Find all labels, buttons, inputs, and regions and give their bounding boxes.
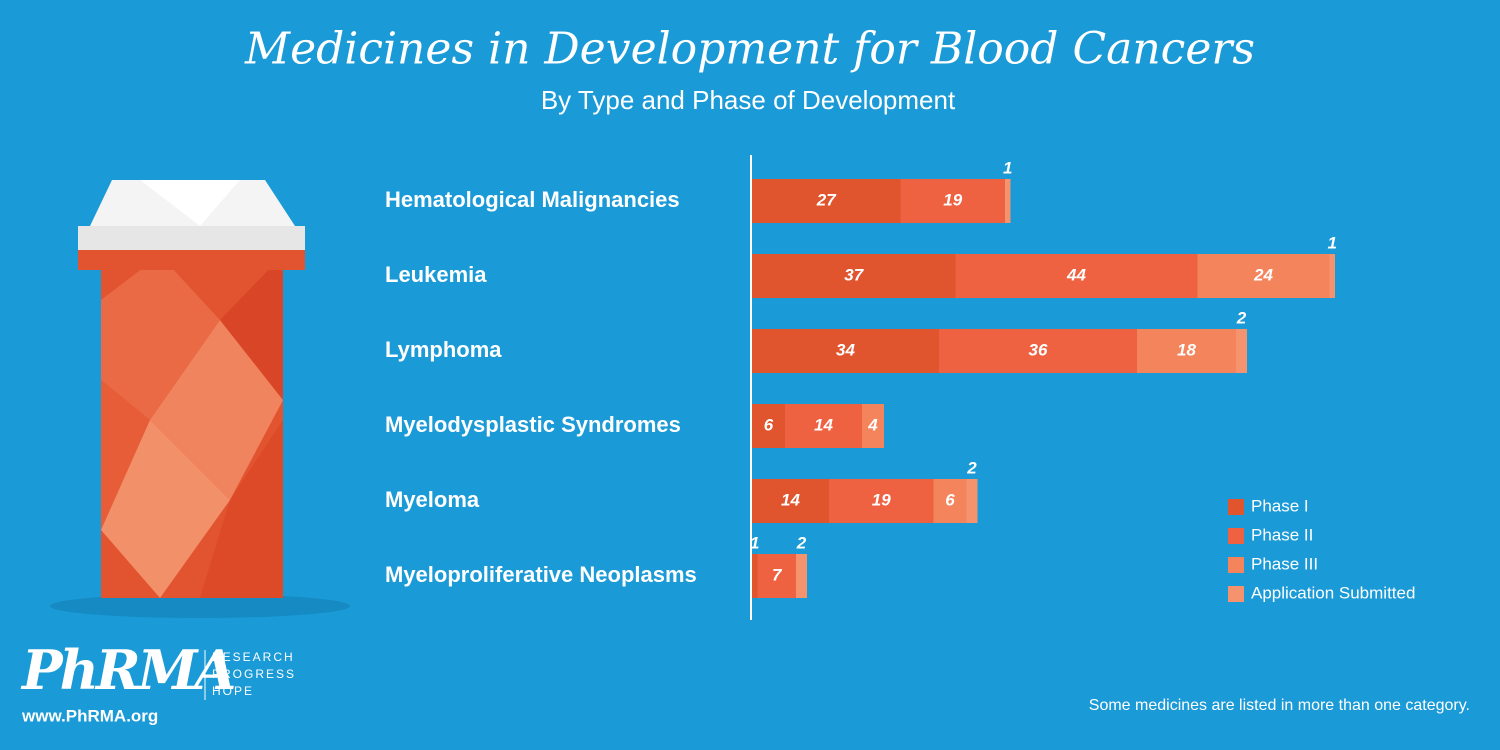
value-label: 37	[844, 265, 864, 284]
value-label: 6	[764, 415, 774, 434]
bar-segment	[785, 404, 862, 448]
bar-segment	[752, 179, 901, 223]
category-label: Hematological Malignancies	[385, 187, 680, 212]
logo-tagline: HOPE	[212, 684, 254, 698]
value-label: 4	[867, 415, 878, 434]
bar-segment	[752, 254, 956, 298]
value-label: 7	[772, 565, 783, 584]
value-label: 2	[966, 458, 977, 477]
value-label: 27	[816, 190, 837, 209]
bar-segment	[752, 329, 939, 373]
logo-url: www.PhRMA.org	[21, 706, 158, 725]
value-label: 14	[781, 490, 800, 509]
value-label: 6	[945, 490, 955, 509]
value-label: 1	[1003, 158, 1012, 177]
value-label: 44	[1066, 265, 1086, 284]
legend-label: Phase II	[1251, 525, 1313, 544]
bar-segment	[939, 329, 1137, 373]
value-label: 2	[1236, 308, 1247, 327]
chart-title: Medicines in Development for Blood Cance…	[244, 24, 1255, 75]
value-label: 1	[750, 533, 759, 552]
bar-segment	[862, 404, 884, 448]
bar-segment	[1197, 254, 1330, 298]
value-label: 18	[1177, 340, 1196, 359]
footnote: Some medicines are listed in more than o…	[1089, 697, 1470, 714]
bar-segment	[1236, 329, 1247, 373]
logo-name: PhRMA	[20, 638, 235, 702]
legend-swatch	[1228, 557, 1244, 573]
value-label: 14	[814, 415, 833, 434]
logo-tagline: RESEARCH	[212, 650, 295, 664]
bar-segment	[966, 479, 978, 523]
legend-swatch	[1228, 499, 1244, 515]
pill-bottle	[50, 180, 350, 618]
bar-segment	[955, 254, 1198, 298]
bar-segment	[752, 404, 785, 448]
logo-tagline: PROGRESS	[212, 667, 296, 681]
bar-segment	[1137, 329, 1236, 373]
bar-segment	[796, 554, 807, 598]
value-label: 1	[1328, 233, 1337, 252]
category-label: Leukemia	[385, 262, 487, 287]
category-label: Myeloproliferative Neoplasms	[385, 562, 697, 587]
value-label: 36	[1029, 340, 1048, 359]
category-label: Myelodysplastic Syndromes	[385, 412, 681, 437]
bar-segment	[752, 554, 758, 598]
value-label: 19	[872, 490, 891, 509]
bar-segment	[933, 479, 967, 523]
legend-swatch	[1228, 586, 1244, 602]
value-label: 34	[836, 340, 855, 359]
bar-segment	[1005, 179, 1011, 223]
bar-segment	[900, 179, 1005, 223]
legend-label: Phase III	[1251, 554, 1318, 573]
value-label: 2	[796, 533, 807, 552]
legend-label: Application Submitted	[1251, 583, 1415, 602]
value-label: 19	[943, 190, 962, 209]
legend-swatch	[1228, 528, 1244, 544]
bar-segment	[757, 554, 796, 598]
bar-segment	[1329, 254, 1335, 298]
bar-segment	[829, 479, 934, 523]
category-label: Myeloma	[385, 487, 480, 512]
legend-label: Phase I	[1251, 496, 1309, 515]
category-label: Lymphoma	[385, 337, 502, 362]
chart-subtitle: By Type and Phase of Development	[541, 85, 956, 115]
value-label: 24	[1253, 265, 1273, 284]
bar-segment	[752, 479, 829, 523]
